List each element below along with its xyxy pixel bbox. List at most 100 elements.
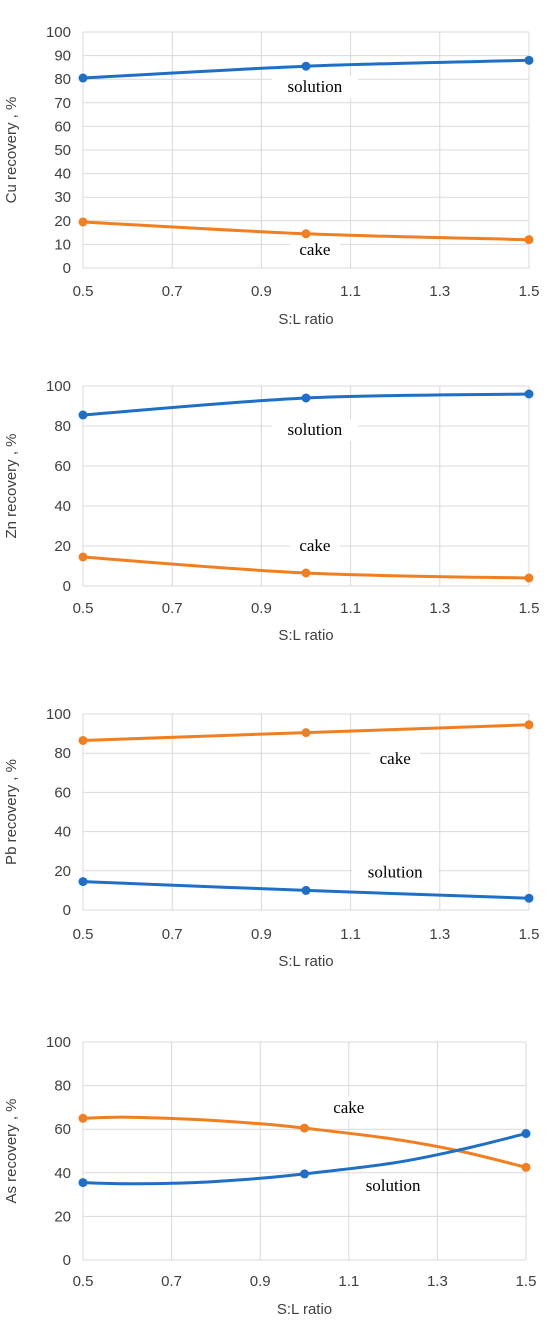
y-tick-label: 80 xyxy=(54,745,71,762)
x-tick-label: 0.7 xyxy=(162,600,183,617)
x-tick-label: 0.7 xyxy=(162,283,183,300)
x-tick-label: 0.7 xyxy=(162,926,183,943)
x-tick-label: 1.1 xyxy=(340,600,361,617)
x-tick-label: 0.9 xyxy=(251,600,272,617)
x-axis-title: S:L ratio xyxy=(278,627,333,644)
x-axis-title: S:L ratio xyxy=(278,953,333,970)
cake-data-point xyxy=(524,720,534,730)
x-tick-label: 1.5 xyxy=(519,926,540,943)
x-axis-title: S:L ratio xyxy=(278,311,333,328)
annotation-bg xyxy=(350,1175,437,1198)
y-tick-label: 40 xyxy=(54,498,71,515)
cake-data-point xyxy=(524,235,534,245)
solution-series-line xyxy=(81,1132,528,1186)
annotation-bg xyxy=(370,748,421,770)
x-tick-label: 1.5 xyxy=(519,600,540,617)
solution-data-point xyxy=(301,885,311,895)
cake-data-point xyxy=(78,552,88,562)
annotation-bg xyxy=(289,535,340,557)
y-tick-label: 50 xyxy=(54,142,71,159)
y-tick-label: 0 xyxy=(63,1252,71,1269)
y-tick-label: 100 xyxy=(46,378,71,395)
annotation-cake-label: cake xyxy=(380,749,411,768)
annotation-cake-label: cake xyxy=(333,1098,364,1117)
x-tick-label: 1.1 xyxy=(338,1273,359,1290)
annotation-bg xyxy=(289,238,340,261)
x-tick-label: 1.3 xyxy=(429,600,450,617)
y-tick-label: 100 xyxy=(46,1034,71,1051)
x-tick-label: 0.5 xyxy=(73,283,94,300)
cake-data-point xyxy=(301,568,311,578)
chart-3: 0.5 0.7 0.9 1.1 1.3 1.5 0 20 40 60 80 100 S:L ratio P… xyxy=(3,706,539,970)
x-tick-label: 0.9 xyxy=(251,283,272,300)
annotation-bg xyxy=(271,419,358,441)
y-tick-label: 80 xyxy=(54,418,71,435)
chart-2: 0.5 0.7 0.9 1.1 1.3 1.5 0 20 40 60 80 100 S:L ratio Z… xyxy=(3,378,539,644)
solution-data-point xyxy=(301,393,311,403)
y-tick-label: 100 xyxy=(46,706,71,723)
y-tick-label: 30 xyxy=(54,189,71,206)
y-tick-label: 40 xyxy=(54,1165,71,1182)
cake-data-point xyxy=(78,217,88,227)
solution-data-point xyxy=(521,1129,531,1139)
solution-data-point xyxy=(300,1169,309,1179)
cake-data-point xyxy=(301,728,311,738)
y-tick-label: 10 xyxy=(54,236,71,253)
y-axis-title: Pb recovery , % xyxy=(3,759,20,865)
solution-data-point xyxy=(78,410,88,420)
y-tick-label: 0 xyxy=(63,260,71,277)
solution-data-point xyxy=(524,389,534,399)
x-tick-label: 0.9 xyxy=(251,926,272,943)
x-tick-label: 1.3 xyxy=(429,283,450,300)
cake-data-point xyxy=(301,229,311,239)
x-axis-title: S:L ratio xyxy=(277,1301,332,1318)
y-tick-label: 20 xyxy=(54,213,71,230)
y-tick-label: 0 xyxy=(63,902,71,919)
x-tick-label: 1.1 xyxy=(340,926,361,943)
y-tick-label: 40 xyxy=(54,824,71,841)
x-tick-label: 0.5 xyxy=(73,1273,94,1290)
y-tick-label: 90 xyxy=(54,48,71,65)
x-tick-label: 0.5 xyxy=(73,926,94,943)
y-tick-label: 100 xyxy=(46,24,71,41)
y-tick-label: 40 xyxy=(54,166,71,183)
y-tick-label: 70 xyxy=(54,95,71,112)
x-tick-label: 1.5 xyxy=(519,283,540,300)
y-tick-label: 60 xyxy=(54,784,71,801)
y-tick-label: 60 xyxy=(54,118,71,135)
x-tick-label: 0.9 xyxy=(250,1273,271,1290)
y-axis-title: As recovery , % xyxy=(3,1098,20,1203)
y-tick-label: 20 xyxy=(54,1208,71,1225)
annotation-bg xyxy=(271,76,358,98)
cake-data-point xyxy=(521,1162,531,1172)
y-tick-label: 80 xyxy=(54,1078,71,1095)
annotation-solution-label: solution xyxy=(368,863,423,882)
annotation-solution-label: solution xyxy=(366,1176,421,1195)
y-tick-label: 0 xyxy=(63,578,71,595)
y-tick-label: 20 xyxy=(54,538,71,555)
cake-data-point xyxy=(78,735,88,745)
chart-1: 0.5 0.7 0.9 1.1 1.3 1.5 0 10 20 30 40 50 60 70 80 90 100… xyxy=(3,24,539,328)
x-tick-label: 0.5 xyxy=(73,600,94,617)
annotation-cake-label: cake xyxy=(299,240,330,259)
annotation-cake-label: cake xyxy=(299,536,330,555)
x-tick-label: 0.7 xyxy=(161,1273,182,1290)
x-tick-label: 1.3 xyxy=(429,926,450,943)
y-tick-label: 20 xyxy=(54,863,71,880)
solution-data-point xyxy=(78,877,88,887)
y-axis-title: Cu recovery , % xyxy=(3,97,20,204)
solution-data-point xyxy=(524,893,534,903)
x-tick-label: 1.1 xyxy=(340,283,361,300)
x-tick-label: 1.5 xyxy=(516,1273,537,1290)
solution-data-point xyxy=(301,61,311,71)
cake-data-point xyxy=(524,573,534,583)
x-tick-label: 1.3 xyxy=(427,1273,448,1290)
cake-data-point xyxy=(300,1123,309,1133)
solution-data-point xyxy=(524,55,534,65)
chart-4: 0.5 0.7 0.9 1.1 1.3 1.5 0 20 40 60 80 100 S:L ratio A… xyxy=(3,1034,536,1318)
annotation-solution-label: solution xyxy=(288,420,343,439)
annotation-solution-label: solution xyxy=(288,77,343,96)
y-axis-title: Zn recovery , % xyxy=(3,433,20,538)
y-tick-label: 80 xyxy=(54,71,71,88)
